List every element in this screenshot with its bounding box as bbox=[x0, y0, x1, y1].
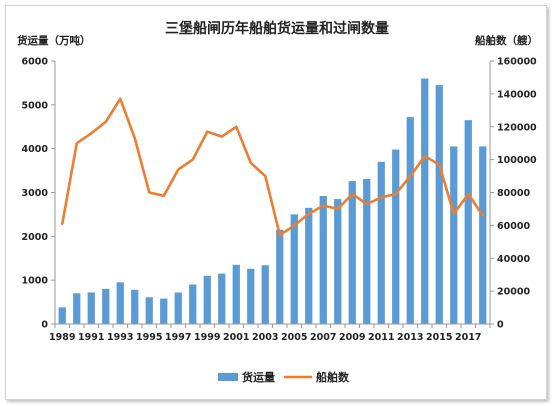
x-tick-label: 2015 bbox=[426, 332, 452, 343]
bar-2001 bbox=[232, 264, 240, 324]
x-tick-label: 1993 bbox=[107, 332, 133, 343]
x-tick-label: 1991 bbox=[78, 332, 104, 343]
x-tick-label: 2005 bbox=[281, 332, 307, 343]
bar-2002 bbox=[247, 268, 255, 324]
bar-2007 bbox=[319, 196, 327, 324]
bar-2015 bbox=[435, 85, 443, 324]
bar-2014 bbox=[421, 78, 429, 325]
x-tick-label: 1997 bbox=[165, 332, 191, 343]
bar-2012 bbox=[392, 149, 400, 324]
bar-series bbox=[58, 78, 487, 325]
y-tick-label: 5000 bbox=[22, 100, 49, 111]
line-vessels bbox=[60, 97, 485, 237]
bar-1994 bbox=[131, 289, 139, 324]
y-tick-label: 4000 bbox=[22, 144, 49, 155]
bar-1991 bbox=[87, 292, 95, 324]
y2-tick-label: 40000 bbox=[497, 254, 530, 265]
y2-tick-label: 60000 bbox=[497, 221, 530, 232]
x-tick-label: 2013 bbox=[397, 332, 423, 343]
x-tick-label: 1995 bbox=[136, 332, 162, 343]
line-series bbox=[60, 97, 485, 237]
y-axis-ticks: 0 1000 2000 3000 4000 5000 6000 bbox=[22, 57, 55, 331]
bar-2017 bbox=[464, 120, 472, 324]
bar-2016 bbox=[450, 146, 458, 324]
y-axis-title: 货运量（万吨） bbox=[16, 34, 91, 47]
bar-2004 bbox=[276, 229, 284, 324]
bar-1992 bbox=[102, 288, 110, 324]
x-tick-label: 2009 bbox=[339, 332, 365, 343]
bar-1989 bbox=[58, 307, 66, 324]
x-tick-label: 2001 bbox=[223, 332, 249, 343]
x-axis-ticks: 1989 1991 1993 1995 1997 1999 2001 2003 2005 2007… bbox=[49, 324, 491, 343]
bar-2005 bbox=[290, 214, 298, 324]
y2-axis-title: 船舶数（艘） bbox=[475, 34, 538, 47]
x-tick-label: 1989 bbox=[49, 332, 75, 343]
y2-tick-label: 20000 bbox=[497, 287, 530, 298]
y-tick-label: 1000 bbox=[22, 276, 49, 287]
x-tick-label: 1999 bbox=[194, 332, 220, 343]
x-tick-label: 2003 bbox=[252, 332, 278, 343]
y2-tick-label: 100000 bbox=[497, 155, 537, 166]
y2-tick-label: 160000 bbox=[497, 57, 537, 68]
x-tick-label: 2007 bbox=[310, 332, 336, 343]
y-tick-label: 6000 bbox=[22, 57, 49, 68]
y2-tick-label: 140000 bbox=[497, 89, 537, 100]
bar-1990 bbox=[73, 293, 81, 324]
y2-tick-label: 0 bbox=[497, 320, 504, 331]
legend: 货运量 船舶数 bbox=[218, 370, 350, 384]
bar-2013 bbox=[406, 117, 414, 325]
bar-1998 bbox=[189, 284, 197, 324]
bar-2003 bbox=[261, 265, 269, 324]
x-tick-label: 2011 bbox=[368, 332, 394, 343]
legend-bar-label: 货运量 bbox=[241, 370, 275, 384]
bar-1996 bbox=[160, 298, 168, 324]
y-tick-label: 2000 bbox=[22, 232, 49, 243]
y2-tick-label: 80000 bbox=[497, 188, 530, 199]
legend-bar-swatch bbox=[218, 373, 238, 381]
y-tick-label: 0 bbox=[41, 320, 48, 331]
bar-2000 bbox=[218, 273, 226, 324]
bar-1999 bbox=[203, 275, 211, 324]
y-tick-label: 3000 bbox=[22, 188, 49, 199]
bar-2010 bbox=[363, 178, 371, 324]
y2-tick-label: 120000 bbox=[497, 122, 537, 133]
bar-2018 bbox=[479, 146, 487, 324]
bar-1995 bbox=[145, 297, 153, 324]
bar-1993 bbox=[116, 282, 124, 324]
chart-title: 三堡船闸历年船舶货运量和过闸数量 bbox=[165, 20, 389, 37]
bar-2011 bbox=[377, 161, 385, 324]
legend-line-label: 船舶数 bbox=[316, 370, 350, 384]
y2-axis-ticks: 0 20000 40000 60000 80000 100000 120000 140000 1… bbox=[490, 57, 537, 331]
bar-2006 bbox=[305, 207, 313, 324]
bar-2009 bbox=[348, 181, 356, 324]
bar-1997 bbox=[174, 292, 182, 324]
bar-2008 bbox=[334, 199, 342, 324]
x-tick-label: 2017 bbox=[455, 332, 481, 343]
